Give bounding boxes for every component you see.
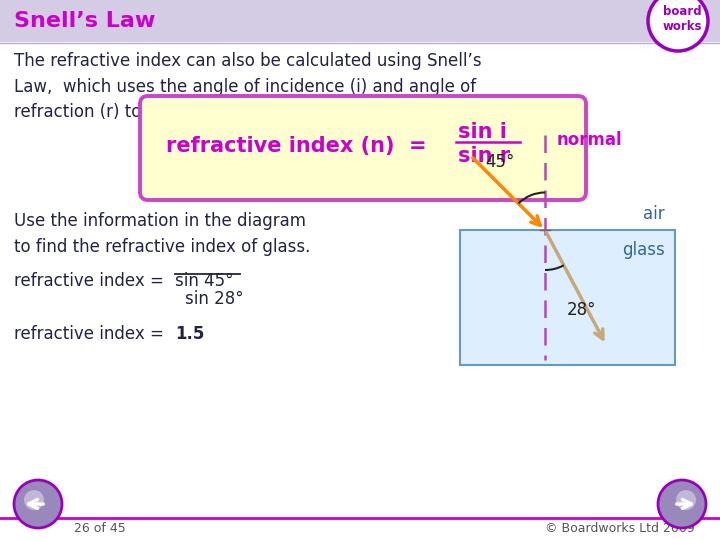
Text: 1.5: 1.5 <box>175 325 204 343</box>
Text: sin r: sin r <box>458 146 510 166</box>
FancyBboxPatch shape <box>140 96 586 200</box>
Text: normal: normal <box>557 131 623 149</box>
Text: Snell’s Law: Snell’s Law <box>14 11 156 31</box>
FancyBboxPatch shape <box>0 43 720 518</box>
Circle shape <box>648 0 708 51</box>
Circle shape <box>676 490 696 510</box>
Circle shape <box>24 490 44 510</box>
Text: sin i: sin i <box>458 122 507 142</box>
Text: board
works: board works <box>662 5 702 33</box>
Circle shape <box>14 480 62 528</box>
Text: air: air <box>644 205 665 223</box>
Text: refractive index (n)  =: refractive index (n) = <box>166 136 427 156</box>
Text: © Boardworks Ltd 2009: © Boardworks Ltd 2009 <box>545 523 695 536</box>
Text: Use the information in the diagram
to find the refractive index of glass.: Use the information in the diagram to fi… <box>14 212 310 256</box>
Text: The refractive index can also be calculated using Snell’s
Law,  which uses the a: The refractive index can also be calcula… <box>14 52 500 122</box>
Polygon shape <box>460 230 675 365</box>
Text: refractive index =: refractive index = <box>14 325 169 343</box>
Text: 26 of 45: 26 of 45 <box>74 523 126 536</box>
Text: glass: glass <box>622 241 665 259</box>
Text: refractive index =: refractive index = <box>14 272 169 290</box>
Text: sin 45°: sin 45° <box>175 272 233 290</box>
Text: 28°: 28° <box>567 301 596 319</box>
Circle shape <box>658 480 706 528</box>
FancyBboxPatch shape <box>0 0 720 42</box>
Text: 45°: 45° <box>485 153 515 171</box>
Text: sin 28°: sin 28° <box>185 290 243 308</box>
